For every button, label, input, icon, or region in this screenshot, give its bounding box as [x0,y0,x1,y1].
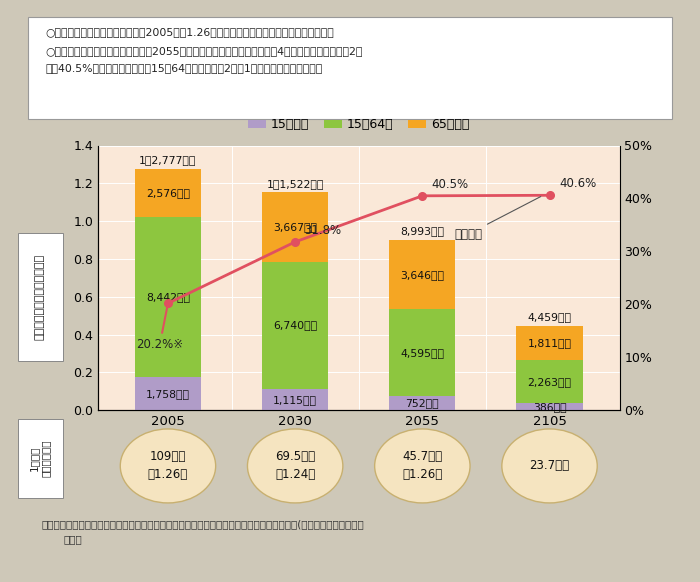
Ellipse shape [374,429,470,503]
Text: 752万人: 752万人 [405,398,439,408]
Ellipse shape [502,429,597,503]
Text: 4,595万人: 4,595万人 [400,347,444,357]
Text: 3,667万人: 3,667万人 [273,222,317,232]
Text: 4,459万人: 4,459万人 [528,312,571,322]
Legend: 15歳未満, 15～64歳, 65歳以上: 15歳未満, 15～64歳, 65歳以上 [244,113,474,136]
Text: 40.5%: 40.5% [431,178,468,191]
FancyBboxPatch shape [28,17,672,119]
Text: ○　新人口推計（中位）によれば、2055年に産まれる子ども数は現在の約4割、高齢化率は現在の2倍: ○ 新人口推計（中位）によれば、2055年に産まれる子ども数は現在の約4割、高齢… [46,46,363,56]
Text: 6,740万人: 6,740万人 [273,321,317,331]
Text: 総人口と６５歳以上人口割合: 総人口と６５歳以上人口割合 [35,254,45,340]
Text: 31.8%: 31.8% [304,224,341,237]
Text: 2,576万人: 2,576万人 [146,188,190,198]
Bar [389,309,456,396]
FancyBboxPatch shape [18,233,63,361]
FancyBboxPatch shape [18,419,63,498]
Text: 45.7万人
（1.26）: 45.7万人 （1.26） [402,450,442,481]
Bar [135,217,201,377]
Text: 2,263万人: 2,263万人 [528,377,571,386]
Text: 8,993万人: 8,993万人 [400,226,444,236]
Text: 高齢化率: 高齢化率 [454,197,540,240]
Bar [262,193,328,262]
Text: （40.5%）、生産年齢人口（15～64歳）も現在の2分の1近くに急激に減少する。: （40.5%）、生産年齢人口（15～64歳）も現在の2分の1近くに急激に減少する… [46,63,323,73]
Bar [517,326,582,360]
Text: 1,115万人: 1,115万人 [273,395,317,404]
Bar [517,403,582,410]
Text: 8,442万人: 8,442万人 [146,292,190,302]
Text: 20.2%※: 20.2%※ [136,306,183,352]
Bar [389,240,456,309]
Text: 386万人: 386万人 [533,402,566,411]
Text: 40.6%: 40.6% [560,178,597,190]
Bar [262,389,328,410]
Text: 3,646万人: 3,646万人 [400,269,444,280]
Ellipse shape [120,429,216,503]
Text: 1億2,777万人: 1億2,777万人 [139,155,197,165]
Text: 1年間の
出生数（率）: 1年間の 出生数（率） [29,439,50,477]
Bar [262,262,328,389]
Text: 69.5万人
（1.24）: 69.5万人 （1.24） [275,450,315,481]
Text: ○　我が国の合計特殊出生率は、2005年に1.26と過去最低を更新。人口減少が始まった。: ○ 我が国の合計特殊出生率は、2005年に1.26と過去最低を更新。人口減少が始… [46,27,335,37]
Bar [135,377,201,410]
Text: 場合）: 場合） [63,534,82,544]
Ellipse shape [248,429,343,503]
Text: 1,811万人: 1,811万人 [528,338,571,348]
Text: 資料：国立社会保障・人口問題研究所「日本の将来満推計人口（平成１８年１２月推計）」(出生中位、死亡中位の: 資料：国立社会保障・人口問題研究所「日本の将来満推計人口（平成１８年１２月推計）… [42,519,365,529]
Bar [517,360,582,403]
Bar [135,169,201,217]
Text: 109万人
（1.26）: 109万人 （1.26） [148,450,188,481]
Text: 1,758万人: 1,758万人 [146,389,190,399]
Text: 23.7万人: 23.7万人 [529,459,570,473]
Text: 1億1,522万人: 1億1,522万人 [267,179,324,189]
Bar [389,396,456,410]
